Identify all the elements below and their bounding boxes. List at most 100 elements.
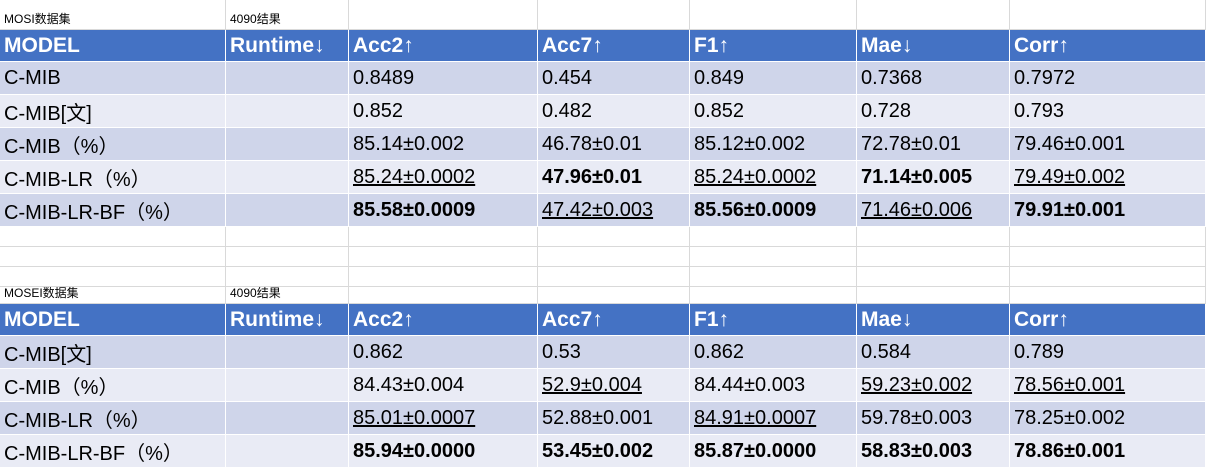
acc2-cell[interactable]: 84.43±0.004: [349, 369, 538, 402]
empty-cell[interactable]: [857, 227, 1010, 247]
empty-cell[interactable]: [857, 287, 1010, 304]
f1-cell[interactable]: 85.56±0.0009: [690, 194, 857, 227]
header-f1[interactable]: F1↑: [690, 30, 857, 62]
empty-cell[interactable]: [1010, 227, 1206, 247]
runtime-cell[interactable]: [226, 369, 349, 402]
f1-cell[interactable]: 85.24±0.0002: [690, 161, 857, 194]
model-cell[interactable]: C-MIB[文]: [0, 95, 226, 128]
mae-cell[interactable]: 71.14±0.005: [857, 161, 1010, 194]
header-corr[interactable]: Corr↑: [1010, 304, 1206, 336]
f1-cell[interactable]: 0.852: [690, 95, 857, 128]
corr-cell[interactable]: 79.46±0.001: [1010, 128, 1206, 161]
empty-cell[interactable]: [538, 0, 690, 30]
acc2-cell[interactable]: 85.01±0.0007: [349, 402, 538, 435]
empty-cell[interactable]: [690, 0, 857, 30]
header-f1[interactable]: F1↑: [690, 304, 857, 336]
empty-cell[interactable]: [349, 247, 538, 267]
mosei-dataset-title[interactable]: MOSEI数据集: [0, 287, 226, 304]
runtime-cell[interactable]: [226, 161, 349, 194]
runtime-cell[interactable]: [226, 95, 349, 128]
empty-cell[interactable]: [690, 227, 857, 247]
acc2-cell[interactable]: 0.8489: [349, 62, 538, 95]
empty-cell[interactable]: [349, 287, 538, 304]
runtime-cell[interactable]: [226, 62, 349, 95]
mae-cell[interactable]: 72.78±0.01: [857, 128, 1010, 161]
runtime-cell[interactable]: [226, 336, 349, 369]
acc7-cell[interactable]: 0.53: [538, 336, 690, 369]
corr-cell[interactable]: 0.789: [1010, 336, 1206, 369]
header-mae[interactable]: Mae↓: [857, 304, 1010, 336]
empty-cell[interactable]: [857, 0, 1010, 30]
acc7-cell[interactable]: 52.88±0.001: [538, 402, 690, 435]
mosei-result-label[interactable]: 4090结果: [226, 287, 349, 304]
f1-cell[interactable]: 85.87±0.0000: [690, 435, 857, 468]
empty-cell[interactable]: [1010, 247, 1206, 267]
model-cell[interactable]: C-MIB: [0, 62, 226, 95]
acc7-cell[interactable]: 47.42±0.003: [538, 194, 690, 227]
header-acc7[interactable]: Acc7↑: [538, 304, 690, 336]
empty-cell[interactable]: [538, 287, 690, 304]
runtime-cell[interactable]: [226, 435, 349, 468]
model-cell[interactable]: C-MIB-LR-BF（%）: [0, 435, 226, 468]
empty-cell[interactable]: [538, 267, 690, 287]
empty-cell[interactable]: [0, 267, 226, 287]
empty-cell[interactable]: [226, 227, 349, 247]
corr-cell[interactable]: 78.86±0.001: [1010, 435, 1206, 468]
empty-cell[interactable]: [349, 0, 538, 30]
empty-cell[interactable]: [690, 247, 857, 267]
corr-cell[interactable]: 79.49±0.002: [1010, 161, 1206, 194]
empty-cell[interactable]: [857, 267, 1010, 287]
model-cell[interactable]: C-MIB-LR（%）: [0, 402, 226, 435]
acc7-cell[interactable]: 0.454: [538, 62, 690, 95]
acc2-cell[interactable]: 0.862: [349, 336, 538, 369]
empty-cell[interactable]: [226, 267, 349, 287]
empty-cell[interactable]: [690, 267, 857, 287]
empty-cell[interactable]: [857, 247, 1010, 267]
mae-cell[interactable]: 0.7368: [857, 62, 1010, 95]
header-runtime[interactable]: Runtime↓: [226, 304, 349, 336]
acc2-cell[interactable]: 85.94±0.0000: [349, 435, 538, 468]
header-corr[interactable]: Corr↑: [1010, 30, 1206, 62]
acc7-cell[interactable]: 52.9±0.004: [538, 369, 690, 402]
acc7-cell[interactable]: 46.78±0.01: [538, 128, 690, 161]
f1-cell[interactable]: 0.862: [690, 336, 857, 369]
empty-cell[interactable]: [690, 287, 857, 304]
corr-cell[interactable]: 79.91±0.001: [1010, 194, 1206, 227]
f1-cell[interactable]: 85.12±0.002: [690, 128, 857, 161]
model-cell[interactable]: C-MIB（%）: [0, 128, 226, 161]
f1-cell[interactable]: 84.44±0.003: [690, 369, 857, 402]
corr-cell[interactable]: 0.793: [1010, 95, 1206, 128]
acc2-cell[interactable]: 0.852: [349, 95, 538, 128]
corr-cell[interactable]: 78.56±0.001: [1010, 369, 1206, 402]
corr-cell[interactable]: 78.25±0.002: [1010, 402, 1206, 435]
runtime-cell[interactable]: [226, 402, 349, 435]
empty-cell[interactable]: [1010, 0, 1206, 30]
runtime-cell[interactable]: [226, 128, 349, 161]
empty-cell[interactable]: [0, 227, 226, 247]
model-cell[interactable]: C-MIB[文]: [0, 336, 226, 369]
acc7-cell[interactable]: 47.96±0.01: [538, 161, 690, 194]
header-acc2[interactable]: Acc2↑: [349, 30, 538, 62]
acc7-cell[interactable]: 0.482: [538, 95, 690, 128]
header-model[interactable]: MODEL: [0, 30, 226, 62]
mae-cell[interactable]: 58.83±0.003: [857, 435, 1010, 468]
f1-cell[interactable]: 0.849: [690, 62, 857, 95]
header-model[interactable]: MODEL: [0, 304, 226, 336]
corr-cell[interactable]: 0.7972: [1010, 62, 1206, 95]
header-mae[interactable]: Mae↓: [857, 30, 1010, 62]
header-acc2[interactable]: Acc2↑: [349, 304, 538, 336]
mae-cell[interactable]: 0.584: [857, 336, 1010, 369]
model-cell[interactable]: C-MIB-LR-BF（%）: [0, 194, 226, 227]
f1-cell[interactable]: 84.91±0.0007: [690, 402, 857, 435]
mae-cell[interactable]: 59.23±0.002: [857, 369, 1010, 402]
empty-cell[interactable]: [538, 247, 690, 267]
mosi-dataset-title[interactable]: MOSI数据集: [0, 0, 226, 30]
header-runtime[interactable]: Runtime↓: [226, 30, 349, 62]
mae-cell[interactable]: 59.78±0.003: [857, 402, 1010, 435]
empty-cell[interactable]: [1010, 267, 1206, 287]
empty-cell[interactable]: [1010, 287, 1206, 304]
acc7-cell[interactable]: 53.45±0.002: [538, 435, 690, 468]
mae-cell[interactable]: 71.46±0.006: [857, 194, 1010, 227]
acc2-cell[interactable]: 85.24±0.0002: [349, 161, 538, 194]
model-cell[interactable]: C-MIB-LR（%）: [0, 161, 226, 194]
